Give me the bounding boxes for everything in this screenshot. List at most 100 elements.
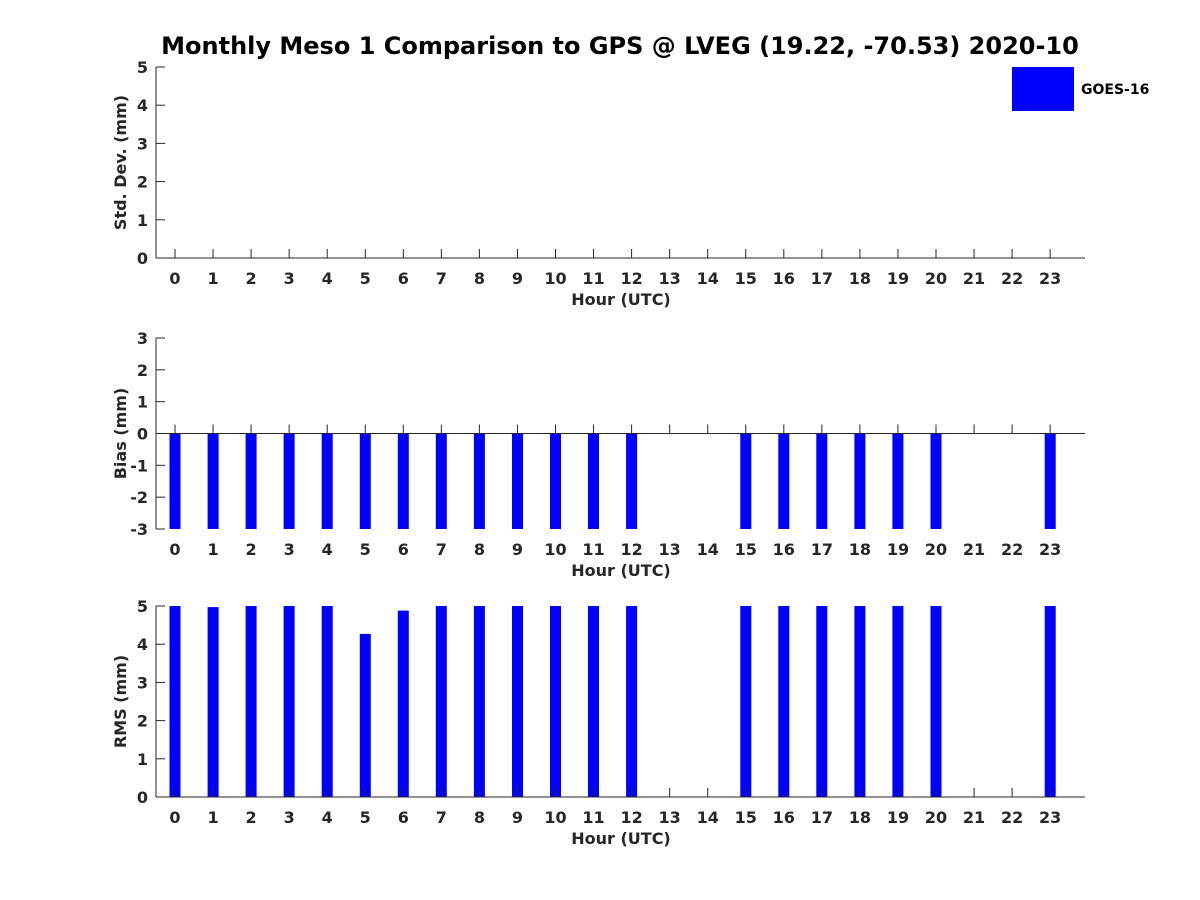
x-tick-label: 19 bbox=[887, 808, 909, 827]
x-tick-label: 0 bbox=[169, 269, 180, 288]
x-tick-label: 13 bbox=[659, 540, 681, 559]
bar-hour-1 bbox=[207, 607, 219, 797]
x-tick-label: 10 bbox=[544, 269, 566, 288]
bar-hour-7 bbox=[435, 606, 447, 797]
panel-2: 0 1 2 3 4 5 6 7 8 9 10 11 12 13 14 15 16 17 18 19 20 21 22 23-3… bbox=[111, 329, 1085, 580]
x-tick-label: 12 bbox=[620, 540, 642, 559]
bar-hour-8 bbox=[473, 606, 485, 797]
x-tick-label: 17 bbox=[811, 269, 833, 288]
x-tick-label: 20 bbox=[925, 269, 947, 288]
y-tick-label: 2 bbox=[137, 361, 148, 380]
x-tick-label: 14 bbox=[697, 808, 719, 827]
bar-hour-0 bbox=[169, 606, 181, 797]
x-tick-label: 10 bbox=[544, 540, 566, 559]
x-tick-label: 2 bbox=[246, 808, 257, 827]
x-tick-label: 16 bbox=[773, 808, 795, 827]
x-tick-label: 15 bbox=[735, 808, 757, 827]
x-tick-label: 8 bbox=[474, 269, 485, 288]
x-tick-label: 14 bbox=[697, 269, 719, 288]
x-tick-label: 18 bbox=[849, 808, 871, 827]
x-tick-label: 22 bbox=[1001, 540, 1023, 559]
bar-hour-12 bbox=[626, 433, 638, 529]
x-tick-label: 3 bbox=[284, 808, 295, 827]
x-tick-label: 6 bbox=[398, 540, 409, 559]
bar-hour-9 bbox=[512, 606, 523, 797]
x-axis-label: Hour (UTC) bbox=[571, 829, 671, 848]
x-tick-label: 2 bbox=[246, 269, 257, 288]
x-tick-label: 12 bbox=[620, 808, 642, 827]
x-tick-label: 16 bbox=[773, 540, 795, 559]
legend-swatch bbox=[1012, 67, 1074, 111]
x-tick-label: 5 bbox=[360, 269, 371, 288]
x-tick-label: 6 bbox=[398, 808, 409, 827]
y-tick-label: 1 bbox=[137, 750, 148, 769]
bar-hour-11 bbox=[588, 433, 599, 529]
x-tick-label: 4 bbox=[322, 808, 333, 827]
y-axis-label: Bias (mm) bbox=[111, 388, 130, 480]
x-tick-label: 17 bbox=[811, 808, 833, 827]
x-tick-label: 12 bbox=[620, 269, 642, 288]
x-tick-label: 20 bbox=[925, 540, 947, 559]
bar-hour-11 bbox=[588, 606, 599, 797]
x-tick-label: 1 bbox=[207, 540, 218, 559]
x-tick-label: 5 bbox=[360, 808, 371, 827]
bar-hour-6 bbox=[397, 610, 409, 797]
x-tick-label: 11 bbox=[582, 808, 604, 827]
y-tick-label: 5 bbox=[137, 597, 148, 616]
chart-title: Monthly Meso 1 Comparison to GPS @ LVEG … bbox=[161, 32, 1079, 60]
bar-hour-10 bbox=[550, 433, 561, 529]
bar-hour-23 bbox=[1044, 433, 1056, 529]
bar-hour-15 bbox=[740, 606, 752, 797]
bar-hour-6 bbox=[397, 433, 409, 529]
x-tick-label: 22 bbox=[1001, 269, 1023, 288]
x-tick-label: 18 bbox=[849, 269, 871, 288]
x-tick-label: 19 bbox=[887, 269, 909, 288]
x-tick-label: 11 bbox=[582, 269, 604, 288]
x-tick-label: 6 bbox=[398, 269, 409, 288]
x-tick-label: 10 bbox=[544, 808, 566, 827]
y-tick-label: 3 bbox=[137, 134, 148, 153]
y-tick-label: 0 bbox=[137, 425, 148, 444]
bar-hour-16 bbox=[778, 606, 790, 797]
bar-hour-12 bbox=[626, 606, 638, 797]
bar-hour-17 bbox=[816, 606, 828, 797]
bar-hour-5 bbox=[359, 633, 371, 797]
bar-hour-4 bbox=[321, 606, 333, 797]
bar-hour-2 bbox=[245, 433, 257, 529]
x-tick-label: 5 bbox=[360, 540, 371, 559]
x-tick-label: 9 bbox=[512, 269, 523, 288]
x-tick-label: 11 bbox=[582, 540, 604, 559]
x-tick-label: 9 bbox=[512, 808, 523, 827]
y-tick-label: -2 bbox=[130, 488, 148, 507]
bar-hour-20 bbox=[930, 606, 942, 797]
x-tick-label: 7 bbox=[436, 540, 447, 559]
y-axis-label: Std. Dev. (mm) bbox=[111, 95, 130, 230]
x-tick-label: 3 bbox=[284, 540, 295, 559]
x-tick-label: 22 bbox=[1001, 808, 1023, 827]
bar-hour-10 bbox=[550, 606, 561, 797]
x-tick-label: 18 bbox=[849, 540, 871, 559]
bar-hour-9 bbox=[512, 433, 523, 529]
x-tick-label: 23 bbox=[1039, 808, 1061, 827]
y-tick-label: 1 bbox=[137, 211, 148, 230]
bar-hour-0 bbox=[169, 433, 181, 529]
y-tick-label: 2 bbox=[137, 173, 148, 192]
x-tick-label: 8 bbox=[474, 540, 485, 559]
x-tick-label: 13 bbox=[659, 808, 681, 827]
x-tick-label: 20 bbox=[925, 808, 947, 827]
x-tick-label: 3 bbox=[284, 269, 295, 288]
y-tick-label: -1 bbox=[130, 456, 148, 475]
x-tick-label: 17 bbox=[811, 540, 833, 559]
bar-hour-23 bbox=[1044, 606, 1056, 797]
x-axis-label: Hour (UTC) bbox=[571, 561, 671, 580]
bar-hour-17 bbox=[816, 433, 828, 529]
x-tick-label: 13 bbox=[659, 269, 681, 288]
y-tick-label: 0 bbox=[137, 788, 148, 807]
x-tick-label: 7 bbox=[436, 808, 447, 827]
x-tick-label: 4 bbox=[322, 269, 333, 288]
y-tick-label: 1 bbox=[137, 393, 148, 412]
x-tick-label: 0 bbox=[169, 540, 180, 559]
bar-hour-20 bbox=[930, 433, 942, 529]
x-tick-label: 9 bbox=[512, 540, 523, 559]
